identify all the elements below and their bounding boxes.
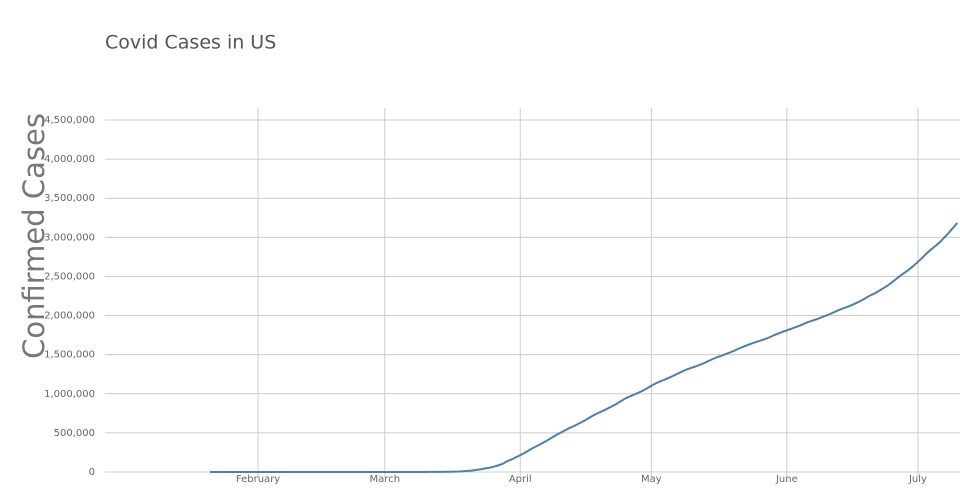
y-tick-label: 1,500,000: [44, 350, 95, 361]
y-tick-label: 4,000,000: [44, 154, 95, 165]
y-tick-label: 500,000: [54, 428, 95, 439]
y-tick-label: 1,000,000: [44, 389, 95, 400]
x-tick-label: March: [370, 474, 400, 485]
y-tick-label: 0: [89, 467, 95, 478]
x-tick-label: May: [641, 474, 662, 485]
y-tick-label: 3,000,000: [44, 232, 95, 243]
x-tick-label: April: [509, 474, 532, 485]
y-tick-label: 4,500,000: [44, 115, 95, 126]
x-tick-label: June: [775, 474, 798, 485]
y-tick-label: 2,500,000: [44, 271, 95, 282]
x-tick-label: February: [236, 474, 280, 485]
y-tick-label: 2,000,000: [44, 311, 95, 322]
x-tick-label: July: [908, 474, 927, 485]
data-line: [210, 222, 959, 473]
y-axis-title: Confirmed Cases: [17, 113, 51, 359]
y-tick-label: 3,500,000: [44, 193, 95, 204]
chart-title: Covid Cases in US: [105, 32, 276, 54]
